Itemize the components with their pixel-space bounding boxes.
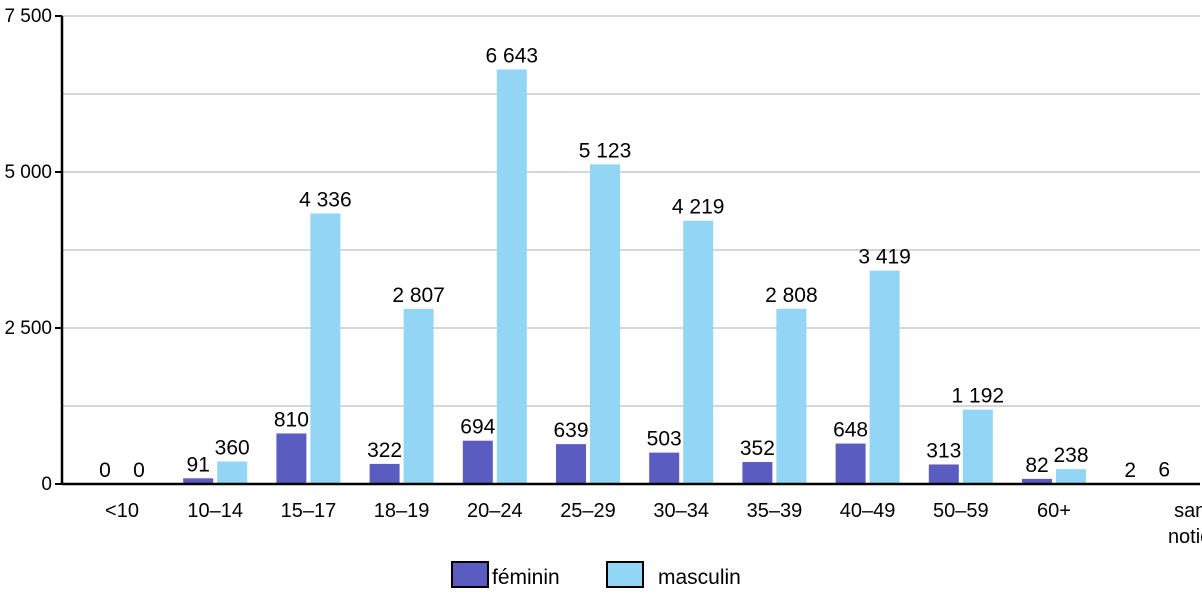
category-label: 35–39: [747, 500, 803, 522]
bar-masculin: [869, 270, 900, 484]
data-label: 1 192: [952, 385, 1005, 408]
category-label: 40–49: [840, 500, 896, 522]
legend-swatch: [451, 561, 489, 588]
bar-masculin: [962, 409, 993, 484]
data-label: 2 807: [392, 284, 445, 307]
category-label: 15–17: [281, 500, 337, 522]
bar-masculin: [1056, 469, 1086, 484]
data-label: 639: [553, 419, 588, 442]
data-label: 313: [926, 439, 961, 462]
legend: féminin masculin: [451, 561, 741, 589]
bar-feminin: [183, 478, 214, 484]
data-label: 91: [187, 453, 210, 476]
data-label: 360: [215, 437, 250, 460]
category-label: sansnotion: [1168, 500, 1202, 548]
y-tick-label: 5 000: [4, 162, 52, 183]
data-label: 0: [133, 459, 145, 482]
bar-masculin: [217, 461, 248, 484]
y-tick-label: 2 500: [4, 318, 52, 339]
data-label: 648: [833, 419, 868, 442]
data-label: 810: [274, 408, 309, 431]
legend-label: masculin: [658, 566, 741, 589]
bar-feminin: [742, 462, 773, 484]
legend-swatch: [606, 561, 644, 588]
axes: [55, 15, 1200, 486]
data-label: 6: [1158, 459, 1170, 482]
data-label: 503: [647, 428, 682, 451]
bar-masculin: [590, 164, 620, 484]
data-label: 2 808: [765, 284, 818, 307]
category-label: 18–19: [374, 500, 430, 522]
data-label: 6 643: [486, 44, 539, 67]
bar-masculin: [310, 213, 341, 484]
category-label: 60+: [1037, 500, 1071, 522]
category-label: 20–24: [467, 500, 523, 522]
bar-feminin: [556, 444, 586, 484]
bar-masculin: [496, 69, 527, 484]
category-label: 50–59: [933, 500, 989, 522]
bar-feminin: [835, 443, 866, 484]
data-label: 4 336: [299, 188, 352, 211]
data-label: 2: [1124, 459, 1136, 482]
data-label: 322: [367, 439, 402, 462]
category-label: <10: [105, 500, 139, 522]
data-label: 5 123: [579, 139, 632, 162]
data-label: 352: [740, 437, 775, 460]
data-label: 0: [99, 459, 111, 482]
category-label: 30–34: [653, 500, 709, 522]
data-label: 4 219: [672, 196, 725, 219]
bar-masculin: [683, 220, 714, 484]
bar-feminin: [1022, 478, 1052, 484]
bar-feminin: [649, 452, 680, 484]
gridlines: [62, 15, 1200, 407]
data-label: 694: [460, 416, 495, 439]
bar-feminin: [276, 433, 307, 484]
data-label: 82: [1025, 454, 1048, 477]
category-label: 25–29: [560, 500, 616, 522]
bar-feminin: [462, 440, 493, 484]
bars: [183, 69, 1180, 484]
bar-masculin: [776, 308, 807, 484]
bar-masculin: [403, 308, 434, 484]
y-tick-label: 0: [41, 474, 52, 495]
bar-feminin: [369, 463, 400, 484]
bar-feminin: [928, 464, 959, 484]
category-label: 10–14: [187, 500, 243, 522]
data-label: 3 419: [858, 246, 911, 269]
y-tick-label: 7 500: [4, 6, 52, 27]
data-label: 238: [1053, 444, 1088, 467]
legend-label: féminin: [492, 566, 560, 589]
